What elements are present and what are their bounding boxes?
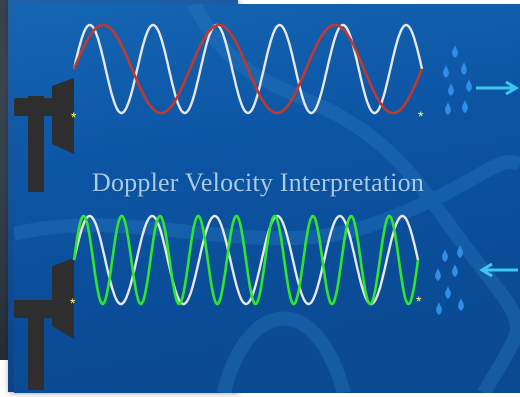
raindrop-icon (436, 302, 442, 315)
swoosh-1 (187, 4, 520, 393)
receding-echo-wave (72, 23, 424, 115)
svg-text:*: * (418, 108, 424, 124)
raindrop-icon (448, 83, 454, 96)
swoosh-2 (14, 155, 520, 246)
raindrop-icon (452, 264, 458, 277)
slide-graphics: * * * * (14, 4, 520, 393)
svg-text:*: * (70, 295, 76, 311)
raindrop-cluster-icon (435, 245, 464, 315)
raindrop-icon (442, 249, 448, 262)
slide-title: Doppler Velocity Interpretation (92, 168, 425, 197)
marker-icon: * * * * (70, 108, 424, 311)
radar-tower-icon (14, 258, 74, 390)
background-swooshes (14, 4, 520, 393)
raindrop-icon (435, 268, 441, 281)
raindrop-icon (458, 298, 464, 311)
raindrop-icon (466, 79, 472, 92)
raindrop-icon (445, 286, 451, 299)
approaching-echo-wave (72, 214, 420, 306)
raindrop-icon (462, 100, 468, 113)
arrow-right-icon (476, 80, 519, 96)
radar-tower-icon (14, 78, 74, 192)
svg-text:*: * (71, 109, 77, 125)
svg-text:*: * (416, 293, 422, 309)
raindrop-icon (452, 45, 458, 58)
swoosh-3 (217, 311, 351, 393)
raindrop-icon (457, 245, 463, 258)
transmitted-wave (72, 23, 424, 115)
raindrop-icon (461, 62, 467, 75)
transmitted-wave (72, 214, 420, 306)
arrow-left-icon (479, 262, 518, 278)
doppler-slide: * * * * Doppler Velocity Interpretation (14, 4, 520, 393)
raindrop-cluster-icon (443, 45, 472, 115)
raindrop-icon (443, 65, 449, 78)
raindrop-icon (445, 102, 451, 115)
